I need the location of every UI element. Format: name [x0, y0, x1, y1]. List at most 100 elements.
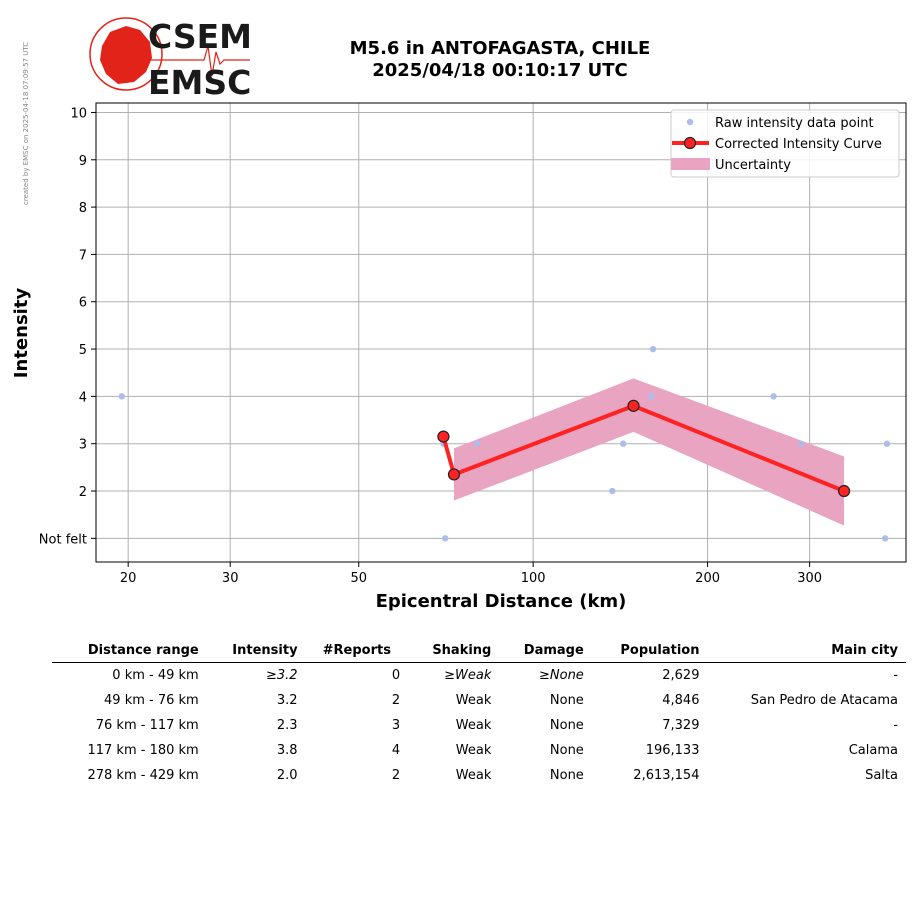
- table-row: 0 km - 49 km ≥3.2 0 ≥Weak ≥None 2,629 -: [52, 663, 906, 689]
- y-tick-label: 7: [79, 248, 87, 263]
- cell-reports: 0: [391, 668, 401, 683]
- y-ticks: Not felt 2 3 4 5 6 7 8 9 10: [39, 106, 96, 547]
- curve-marker: [627, 399, 640, 412]
- raw-data-point: [649, 345, 657, 353]
- cell-population: 7,329: [662, 718, 700, 733]
- x-tick-label: 100: [521, 571, 546, 586]
- cell-shaking: Weak: [455, 768, 492, 783]
- y-tick-label: 3: [79, 438, 87, 453]
- header-damage: Damage: [499, 641, 592, 663]
- x-axis-label: Epicentral Distance (km): [376, 591, 627, 612]
- table-body: 0 km - 49 km ≥3.2 0 ≥Weak ≥None 2,629 - 49 km -…: [52, 663, 906, 789]
- cell-intensity: 3.8: [276, 743, 298, 758]
- cell-distance-range: 278 km - 429 km: [87, 768, 199, 783]
- uncertainty-band: [453, 378, 845, 526]
- cell-damage: None: [549, 718, 584, 733]
- chart-title-line1: M5.6 in ANTOFAGASTA, CHILE: [349, 38, 651, 59]
- corrected-intensity-curve: [441, 403, 845, 493]
- logo-line1: CSEM: [148, 17, 252, 56]
- legend-box: [670, 109, 900, 178]
- cell-population: 2,629: [662, 668, 700, 683]
- x-ticks: 20 30 50 100 200 300: [120, 562, 822, 586]
- raw-data-point: [473, 440, 481, 447]
- logo-seismogram: [148, 45, 250, 77]
- uncertainty-layer: [453, 378, 845, 526]
- raw-data-point: [881, 535, 889, 542]
- chart-title-line2: 2025/04/18 00:10:17 UTC: [372, 60, 628, 81]
- cell-population: 4,846: [662, 693, 700, 708]
- legend-label: Uncertainty: [715, 158, 791, 173]
- table-header-row: Distance range Intensity #Reports Shakin…: [52, 641, 906, 663]
- y-tick-label: 10: [70, 106, 87, 121]
- table-row: 117 km - 180 km 3.8 4 Weak None 196,133 Calama: [52, 738, 906, 763]
- x-tick-label: 30: [222, 571, 239, 586]
- cell-reports: 2: [391, 693, 401, 708]
- y-tick-label: 4: [79, 390, 87, 405]
- x-tick-label: 300: [797, 571, 822, 586]
- cell-main-city: Calama: [848, 743, 898, 758]
- logo-line2: EMSC: [148, 63, 251, 100]
- y-tick-label: 2: [79, 485, 87, 500]
- cell-main-city: -: [893, 668, 898, 683]
- curve-marker: [437, 430, 450, 443]
- raw-data-point: [648, 393, 655, 400]
- cell-distance-range: 49 km - 76 km: [104, 693, 199, 708]
- cell-reports: 3: [391, 718, 401, 733]
- y-tick-label: 9: [79, 154, 87, 169]
- logo-globe: [89, 17, 163, 91]
- intensity-chart: 20 30 50 100 200 300 Not felt 2 3 4 5 6 7 8 9 10 Epice…: [11, 102, 907, 612]
- chart-legend: Raw intensity data point Corrected Intens…: [670, 109, 900, 178]
- cell-intensity: 3.2: [276, 693, 298, 708]
- emsc-logo: CSEM EMSC: [89, 17, 252, 100]
- y-tick-label: 8: [79, 201, 87, 216]
- legend-label: Raw intensity data point: [715, 116, 874, 131]
- plot-frame: [95, 102, 907, 563]
- intensity-summary-table: Distance range Intensity #Reports Shakin…: [52, 641, 906, 788]
- logo-map-shape: [100, 26, 152, 84]
- x-tick-label: 200: [695, 571, 720, 586]
- cell-intensity: 2.3: [276, 718, 298, 733]
- legend-label: Corrected Intensity Curve: [715, 137, 882, 152]
- raw-data-point: [770, 393, 777, 400]
- corrected-curve-layer: [437, 399, 851, 498]
- legend-raw-swatch: [686, 118, 694, 126]
- header-intensity: Intensity: [206, 641, 306, 663]
- header-reports: #Reports: [305, 641, 409, 663]
- cell-main-city: Salta: [865, 768, 898, 783]
- cell-shaking: Weak: [455, 718, 492, 733]
- cell-damage: ≥None: [539, 668, 584, 683]
- cell-distance-range: 117 km - 180 km: [87, 743, 199, 758]
- cell-damage: None: [549, 693, 584, 708]
- x-tick-label: 50: [350, 571, 367, 586]
- cell-intensity: ≥3.2: [265, 668, 298, 683]
- header-shaking: Shaking: [408, 641, 500, 663]
- cell-main-city: -: [893, 718, 898, 733]
- header-distance-range: Distance range: [52, 641, 207, 663]
- cell-damage: None: [549, 743, 584, 758]
- raw-data-point: [442, 535, 449, 542]
- cell-shaking: Weak: [455, 743, 492, 758]
- legend-curve-marker: [683, 136, 697, 150]
- cell-population: 196,133: [645, 743, 700, 758]
- header-main-city: Main city: [707, 641, 906, 663]
- y-tick-label: 5: [79, 343, 87, 358]
- table-row: 76 km - 117 km 2.3 3 Weak None 7,329 -: [52, 713, 906, 738]
- raw-data-point: [797, 440, 805, 447]
- y-tick-label: Not felt: [39, 532, 87, 547]
- header-population: Population: [591, 641, 708, 663]
- raw-data-point: [118, 393, 125, 400]
- y-axis-label: Intensity: [11, 288, 32, 379]
- raw-points-layer: [118, 345, 891, 542]
- table-row: 49 km - 76 km 3.2 2 Weak None 4,846 San Pedro …: [52, 688, 906, 713]
- y-tick-label: 6: [79, 296, 87, 311]
- cell-distance-range: 0 km - 49 km: [112, 668, 199, 683]
- cell-reports: 4: [391, 743, 401, 758]
- cell-shaking: ≥Weak: [444, 668, 492, 683]
- curve-marker: [447, 468, 461, 481]
- raw-data-point: [619, 440, 627, 447]
- table-row: 278 km - 429 km 2.0 2 Weak None 2,613,154 Salt…: [52, 763, 906, 788]
- legend-band-swatch: [671, 158, 710, 170]
- x-tick-label: 20: [120, 571, 137, 586]
- cell-intensity: 2.0: [276, 768, 298, 783]
- raw-data-point: [609, 487, 616, 495]
